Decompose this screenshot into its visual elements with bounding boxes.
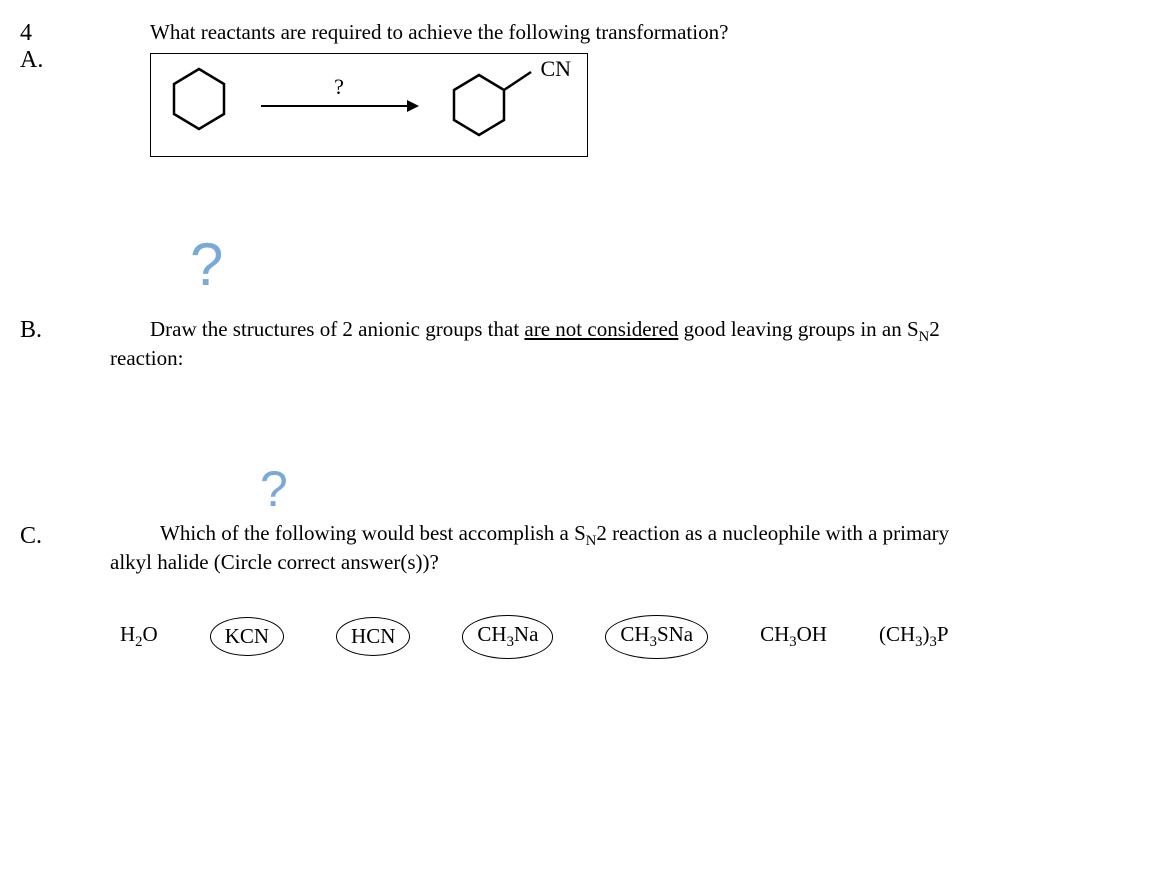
option-ch33p[interactable]: (CH3)3P — [879, 622, 949, 651]
cyclohexane-reactant — [169, 66, 229, 138]
handwritten-question-mark-b: ? — [260, 460, 288, 518]
options-row: H2O KCN HCN CH3Na CH3SNa CH3OH (CH3)3P — [120, 615, 1150, 658]
product-block: CN — [449, 62, 569, 142]
reaction-arrow-block: ? — [259, 82, 419, 122]
part-b-label: B. — [20, 317, 110, 344]
hexagon-icon — [169, 66, 229, 132]
part-b-text-post: good leaving groups in an S — [678, 317, 918, 341]
part-c-content: Which of the following would best accomp… — [110, 521, 1150, 658]
part-b-text-underlined: are not considered — [524, 317, 678, 341]
label-column-b: B. — [20, 317, 110, 344]
part-b-text-pre: Draw the structures of 2 anionic groups … — [150, 317, 524, 341]
label-column: 4 A. — [20, 20, 110, 74]
option-ch3na[interactable]: CH3Na — [462, 615, 553, 658]
part-b-text-end: 2 — [929, 317, 940, 341]
reaction-inner: ? CN — [169, 62, 569, 142]
part-a-label: A. — [20, 47, 110, 74]
option-kcn[interactable]: KCN — [210, 617, 284, 656]
reaction-scheme-box: ? CN — [150, 53, 588, 157]
part-c-label: C. — [20, 523, 110, 550]
label-column-c: C. — [20, 521, 110, 550]
question-header-row: 4 A. What reactants are required to achi… — [20, 20, 1150, 157]
part-b-row: B. Draw the structures of 2 anionic grou… — [20, 317, 1150, 371]
handwritten-question-mark-a: ? — [190, 230, 223, 299]
option-h2o[interactable]: H2O — [120, 622, 158, 651]
part-c-text-mid: 2 reaction as a nucleophile with a prima… — [596, 521, 949, 545]
question-number: 4 — [20, 20, 110, 47]
part-a-content: What reactants are required to achieve t… — [110, 20, 1150, 157]
option-ch3oh[interactable]: CH3OH — [760, 622, 827, 651]
part-b-sn-sub: N — [919, 329, 930, 345]
part-c-row: C. Which of the following would best acc… — [20, 521, 1150, 658]
part-c-sn-sub: N — [586, 533, 597, 549]
part-c-text-pre: Which of the following would best accomp… — [160, 521, 586, 545]
cn-label: CN — [540, 56, 571, 82]
part-b-question-text: Draw the structures of 2 anionic groups … — [110, 317, 1150, 346]
part-c-question-text: Which of the following would best accomp… — [110, 521, 1150, 550]
option-ch3sna[interactable]: CH3SNa — [605, 615, 708, 658]
part-b-content: Draw the structures of 2 anionic groups … — [110, 317, 1150, 371]
part-c-text-line2: alkyl halide (Circle correct answer(s))? — [110, 550, 1150, 575]
part-b-reaction-word: reaction: — [110, 346, 1150, 371]
part-a-question-text: What reactants are required to achieve t… — [110, 20, 1150, 45]
option-hcn[interactable]: HCN — [336, 617, 410, 656]
arrow-question-mark: ? — [334, 74, 344, 100]
